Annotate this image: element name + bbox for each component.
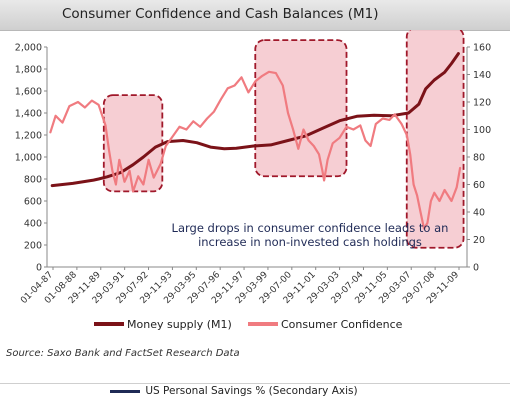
annotation-line-2: increase in non-invested cash holdings (198, 235, 422, 249)
bottom-strip (0, 371, 510, 405)
y-left-tick-label: 200 (24, 241, 42, 252)
y-left-tick-label: 800 (24, 175, 42, 186)
y-left-tick-label: 0 (36, 263, 42, 274)
y-right-tick-label: 80 (473, 153, 485, 164)
y-left-tick-label: 1,200 (15, 131, 42, 142)
y-right-tick-label: 60 (473, 180, 485, 191)
y-right-tick-label: 140 (473, 70, 491, 81)
savings-legend: US Personal Savings % (Secondary Axis) (110, 385, 358, 397)
y-right-tick-label: 40 (473, 208, 485, 219)
series-lines (49, 52, 462, 230)
annotation-line-1: Large drops in consumer confidence leads… (172, 221, 449, 235)
y-left-tick-label: 1,600 (15, 87, 42, 98)
chart-legend: Money supply (M1) Consumer Confidence (94, 318, 403, 331)
legend-label-money-supply: Money supply (M1) (127, 318, 232, 331)
y-left-tick-label: 2,000 (15, 43, 42, 54)
highlight-region-2 (254, 39, 348, 178)
y-left-tick-label: 1,400 (15, 109, 42, 120)
y-right-tick-label: 120 (473, 98, 491, 109)
y-left-tick-label: 1,800 (15, 65, 42, 76)
y-right-tick-label: 20 (473, 235, 485, 246)
chart-title: Consumer Confidence and Cash Balances (M… (62, 6, 379, 22)
source-note: Source: Saxo Bank and FactSet Research D… (6, 348, 240, 359)
bottom-divider (0, 383, 510, 384)
y-right-tick-label: 0 (473, 263, 479, 274)
savings-legend-swatch (110, 389, 140, 393)
y-right-tick-label: 100 (473, 125, 491, 136)
legend-label-consumer-confidence: Consumer Confidence (281, 318, 403, 331)
y-left-tick-label: 600 (24, 197, 42, 208)
chart-svg: 02004006008001,0001,2001,4001,6001,8002,… (15, 30, 491, 331)
savings-legend-label: US Personal Savings % (Secondary Axis) (145, 385, 358, 397)
consumer-confidence-line (49, 70, 462, 230)
axes (44, 46, 470, 270)
highlight-regions (102, 30, 465, 249)
y-right-tick-label: 160 (473, 43, 491, 54)
y-left-tick-label: 1,000 (15, 153, 42, 164)
money-supply-line (50, 52, 460, 188)
title-bar: Consumer Confidence and Cash Balances (M… (0, 0, 510, 31)
y-left-tick-label: 400 (24, 219, 42, 230)
highlight-region-3 (405, 30, 465, 249)
